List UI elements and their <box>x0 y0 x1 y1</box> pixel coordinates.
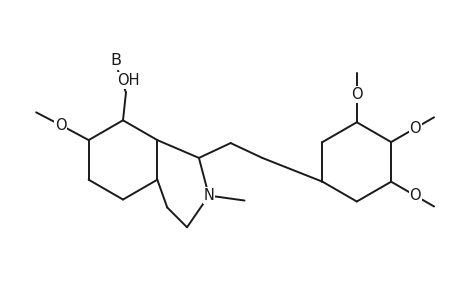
Text: O: O <box>409 121 420 136</box>
Text: N: N <box>203 188 214 203</box>
Text: B: B <box>110 53 121 68</box>
Text: OH: OH <box>117 73 139 88</box>
Text: O: O <box>55 118 67 133</box>
Text: O: O <box>409 188 420 203</box>
Text: O: O <box>350 87 362 102</box>
